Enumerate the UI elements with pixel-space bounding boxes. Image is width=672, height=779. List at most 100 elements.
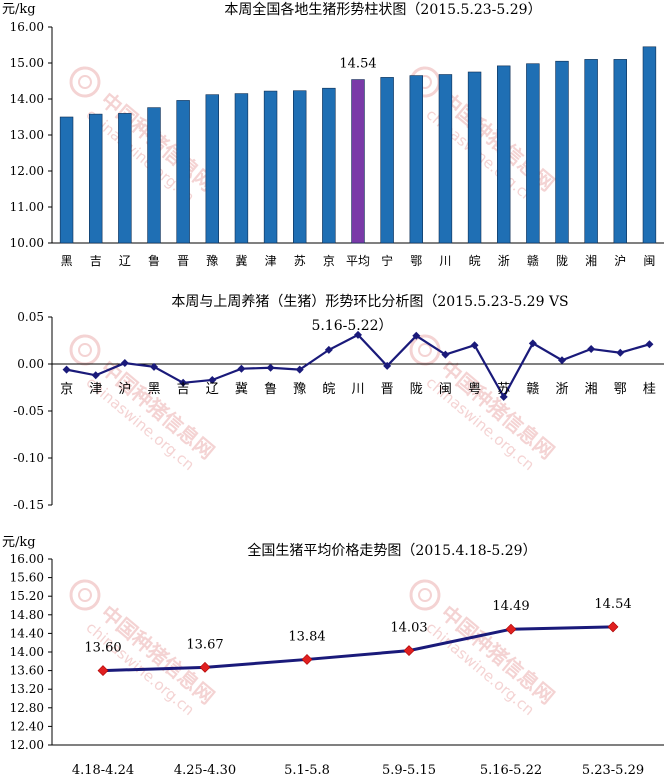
chart2-point <box>324 345 333 354</box>
chart3-data-label: 13.84 <box>288 629 325 644</box>
chart3-y-tick-label: 16.00 <box>10 552 44 566</box>
chart1-x-tick-label: 鲁 <box>148 254 160 268</box>
chart2-x-tick-label: 吉 <box>177 382 190 397</box>
chart2-point <box>120 359 129 368</box>
chart2-y-tick-label: 0.00 <box>17 357 44 371</box>
chart2-point <box>237 364 246 373</box>
chart1-bar <box>351 79 365 244</box>
chart3-title: 全国生猪平均价格走势图（2015.4.18-5.29） <box>247 542 536 559</box>
chart3-y-tick-label: 12.80 <box>10 701 44 715</box>
chart1-bar <box>322 87 336 244</box>
chart2-point <box>179 378 188 387</box>
chart2-x-tick-label: 皖 <box>322 382 335 397</box>
chart2-point <box>441 350 450 359</box>
chart1-x-tick-label: 宁 <box>381 253 393 268</box>
chart3-x-tick-label: 5.16-5.22 <box>480 763 542 778</box>
chart2-point <box>383 361 392 370</box>
regional-price-bar-chart: 本周全国各地生猪形势柱状图（2015.5.23-5.29） 元/kg 10.00… <box>2 1 664 268</box>
chart2-x-tick-label: 浙 <box>555 382 568 397</box>
chart3-point <box>97 665 109 677</box>
chart3-point <box>301 654 313 665</box>
chart3-y-tick-label: 14.00 <box>10 645 44 659</box>
chart2-point <box>295 365 304 374</box>
chart2-x-tick-label: 鲁 <box>264 382 277 397</box>
chart2-x-tick-label: 赣 <box>526 382 539 397</box>
chart2-x-tick-label: 京 <box>60 382 73 397</box>
watermark-logo-icon <box>409 334 441 366</box>
chart1-bar <box>147 107 161 244</box>
chart3-data-label: 14.03 <box>390 621 427 636</box>
chart1-bar <box>89 113 103 244</box>
chart1-bar <box>584 59 598 244</box>
chart2-x-tick-label: 粤 <box>468 381 481 397</box>
chart2-x-tick-label: 川 <box>351 382 364 397</box>
chart1-x-tick-label: 津 <box>265 254 277 268</box>
chart1-x-tick-label: 陇 <box>556 253 568 268</box>
chart1-x-tick-label: 黑 <box>61 254 73 268</box>
chart2-point <box>412 331 421 340</box>
chart3-point <box>505 623 517 635</box>
average-price-trend-chart: 全国生猪平均价格走势图（2015.4.18-5.29） 元/kg 12.0012… <box>2 535 664 778</box>
chart3-series: 13.60 4.18-4.24 13.67 4.25-4.30 13.84 5.1-5.8… <box>72 597 644 778</box>
chart3-point <box>607 621 619 633</box>
chart1-bar <box>526 63 540 244</box>
watermark-logo-icon <box>69 579 101 611</box>
chart2-y-tick-label: -0.15 <box>13 498 44 512</box>
chart2-x-tick-label: 津 <box>89 382 102 397</box>
chart1-highlight-label: 14.54 <box>339 57 376 72</box>
chart1-bar <box>409 75 423 244</box>
chart1-x-tick-label: 吉 <box>90 254 102 268</box>
chart2-point <box>354 330 362 339</box>
chart1-bars: 黑 吉 辽 鲁 晋 豫 冀 津 苏 京平均宁 鄂 川 皖 浙 赣 陇 湘 沪 闽 <box>59 46 657 268</box>
chart1-bar <box>293 90 307 244</box>
chart3-y-tick-label: 13.60 <box>10 664 44 678</box>
chart2-y-tick-label: -0.05 <box>13 404 44 418</box>
chart2-x-tick-label: 桂 <box>643 382 656 397</box>
chart3-y-tick-label: 12.40 <box>10 719 44 733</box>
chart2-x-tick-label: 冀 <box>235 381 248 397</box>
chart1-bar <box>59 116 74 244</box>
chart3-y-tick-label: 14.40 <box>10 626 44 640</box>
chart1-x-tick-label: 晋 <box>177 254 189 268</box>
chart1-y-tick-label: 13.00 <box>10 128 44 142</box>
chart3-x-tick-label: 5.9-5.15 <box>382 763 436 778</box>
chart1-y-tick-label: 12.00 <box>10 164 44 178</box>
chart2-point <box>266 363 275 372</box>
chart2-point <box>616 348 625 357</box>
chart3-x-tick-label: 5.1-5.8 <box>284 763 330 778</box>
chart2-x-tick-label: 沪 <box>118 381 131 397</box>
chart2-point <box>558 356 566 365</box>
chart2-x-tick-label: 苏 <box>497 381 510 397</box>
chart1-bar <box>234 93 249 244</box>
chart3-y-tick-label: 13.20 <box>10 682 44 696</box>
watermark-logo-icon <box>78 343 92 357</box>
chart1-bar <box>497 65 511 244</box>
chart1-x-tick-label: 苏 <box>294 254 306 268</box>
chart3-data-label: 13.67 <box>186 637 223 652</box>
chart1-bar <box>205 94 219 244</box>
chart2-title-line2: 5.16-5.22） <box>311 318 392 334</box>
chart1-y-tick-label: 14.00 <box>10 92 44 106</box>
chart2-point <box>587 344 596 353</box>
chart1-bar <box>555 60 569 244</box>
chart1-x-tick-label: 冀 <box>235 254 247 268</box>
chart3-point <box>403 645 415 657</box>
chart1-x-tick-label: 湘 <box>585 253 597 268</box>
chart1-bar <box>263 90 278 244</box>
week-over-week-line-chart: 本周与上周养猪（生猪）形势环比分析图（2015.5.23-5.29 VS 5.1… <box>13 294 664 512</box>
chart1-bar <box>438 74 453 244</box>
chart3-y-tick-label: 12.00 <box>10 738 44 752</box>
chart1-x-tick-label: 皖 <box>469 254 481 268</box>
chart1-x-tick-label: 京 <box>323 254 335 268</box>
chart1-bar <box>118 113 132 244</box>
chart3-x-tick-label: 4.25-4.30 <box>174 763 236 778</box>
chart1-x-tick-label: 浙 <box>498 254 510 268</box>
chart1-bar <box>467 71 482 244</box>
chart2-point <box>645 340 654 349</box>
watermark-logo-icon <box>418 343 432 357</box>
watermark-logo-icon <box>418 588 432 602</box>
chart2-x-tick-label: 黑 <box>147 382 160 397</box>
chart2-y-tick-label: -0.10 <box>13 451 44 465</box>
